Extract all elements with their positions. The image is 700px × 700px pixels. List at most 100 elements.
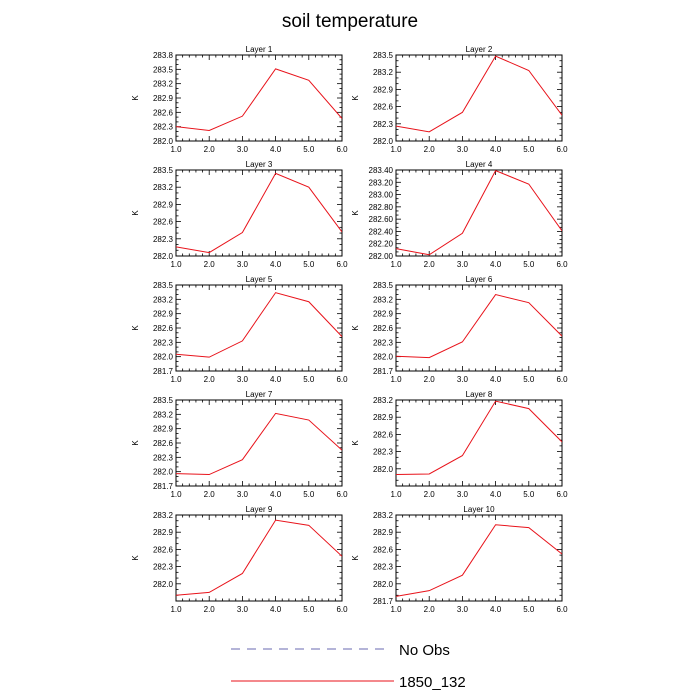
x-tick-label: 6.0: [336, 260, 348, 269]
x-tick-label: 1.0: [390, 490, 402, 499]
y-tick-label: 281.7: [373, 597, 394, 606]
y-tick-label: 281.7: [153, 482, 174, 491]
x-tick-label: 6.0: [556, 490, 568, 499]
legend: No Obs 1850_132: [231, 642, 466, 691]
x-tick-label: 2.0: [204, 605, 216, 614]
panel-grid: Layer 1 K 1.0 2.0 3.0 4.0 5.0 6.0 282.0 282.3 282.…: [131, 45, 568, 614]
y-axis-label: K: [351, 325, 360, 331]
x-tick-label: 3.0: [457, 375, 469, 384]
y-tick-label: 283.2: [153, 511, 174, 520]
x-tick-label: 3.0: [237, 490, 249, 499]
y-tick-label: 283.2: [153, 80, 174, 89]
y-tick-label: 282.0: [373, 465, 394, 474]
x-tick-label: 5.0: [523, 145, 535, 154]
x-tick-label: 3.0: [457, 605, 469, 614]
y-tick-label: 283.20: [369, 178, 394, 187]
panel-title: Layer 8: [466, 390, 493, 399]
x-tick-label: 1.0: [390, 260, 402, 269]
y-tick-label: 283.2: [153, 183, 174, 192]
y-tick-label: 282.3: [153, 338, 174, 347]
x-tick-label: 2.0: [204, 260, 216, 269]
y-tick-label: 283.00: [369, 191, 394, 200]
series-line-1850-132: [176, 172, 342, 254]
y-tick-label: 281.7: [153, 367, 174, 376]
plot-frame: [395, 169, 563, 257]
y-tick-label: 282.9: [153, 425, 174, 434]
x-tick-label: 3.0: [237, 260, 249, 269]
x-tick-label: 1.0: [170, 260, 182, 269]
x-tick-label: 4.0: [490, 375, 502, 384]
y-tick-label: 283.5: [153, 65, 174, 74]
x-tick-label: 1.0: [390, 605, 402, 614]
x-tick-label: 4.0: [490, 490, 502, 499]
y-tick-label: 282.9: [153, 94, 174, 103]
y-tick-label: 282.3: [373, 120, 394, 129]
y-axis-label: K: [131, 210, 140, 216]
panel-layer-2: Layer 2 K 1.0 2.0 3.0 4.0 5.0 6.0 282.0 282.3 282.…: [351, 45, 568, 154]
panel-title: Layer 2: [466, 45, 493, 54]
y-tick-label: 282.0: [373, 580, 394, 589]
y-tick-label: 282.9: [373, 85, 394, 94]
x-tick-label: 2.0: [204, 145, 216, 154]
x-tick-label: 3.0: [237, 605, 249, 614]
x-tick-label: 2.0: [424, 260, 436, 269]
x-tick-label: 5.0: [303, 605, 315, 614]
y-axis-label: K: [131, 440, 140, 446]
y-tick-label: 282.40: [369, 227, 394, 236]
series-line-1850-132: [396, 293, 562, 359]
y-tick-label: 282.3: [153, 563, 174, 572]
y-tick-label: 282.3: [373, 448, 394, 457]
panel-layer-7: Layer 7 K 1.0 2.0 3.0 4.0 5.0 6.0 281.7 282.0 282.…: [131, 390, 348, 499]
plot-frame: [395, 514, 563, 602]
panel-title: Layer 6: [466, 275, 493, 284]
x-tick-label: 1.0: [170, 490, 182, 499]
plot-frame: [395, 399, 563, 487]
y-tick-label: 282.6: [153, 324, 174, 333]
x-tick-label: 4.0: [270, 375, 282, 384]
x-tick-label: 6.0: [336, 145, 348, 154]
y-tick-label: 282.3: [153, 123, 174, 132]
x-tick-label: 5.0: [303, 375, 315, 384]
y-tick-label: 282.6: [153, 218, 174, 227]
panel-layer-6: Layer 6 K 1.0 2.0 3.0 4.0 5.0 6.0 281.7 282.0 282.…: [351, 275, 568, 384]
x-tick-label: 6.0: [556, 375, 568, 384]
panel-layer-1: Layer 1 K 1.0 2.0 3.0 4.0 5.0 6.0 282.0 282.3 282.…: [131, 45, 348, 154]
y-axis-label: K: [131, 95, 140, 101]
legend-label-1850-132: 1850_132: [399, 674, 466, 691]
x-tick-label: 2.0: [424, 605, 436, 614]
y-tick-label: 282.00: [369, 252, 394, 261]
plot-frame: [395, 54, 563, 142]
x-tick-label: 3.0: [457, 260, 469, 269]
y-tick-label: 282.6: [153, 108, 174, 117]
x-tick-label: 5.0: [523, 375, 535, 384]
y-tick-label: 282.9: [153, 310, 174, 319]
y-tick-label: 282.3: [153, 235, 174, 244]
y-tick-label: 282.0: [153, 580, 174, 589]
x-tick-label: 5.0: [523, 605, 535, 614]
panel-layer-8: Layer 8 K 1.0 2.0 3.0 4.0 5.0 6.0 282.0 282.3 282.…: [351, 390, 568, 499]
y-tick-label: 283.2: [153, 410, 174, 419]
y-axis-label: K: [351, 555, 360, 561]
y-tick-label: 283.2: [153, 295, 174, 304]
y-tick-label: 282.6: [153, 439, 174, 448]
y-tick-label: 282.9: [373, 413, 394, 422]
y-tick-label: 282.9: [373, 310, 394, 319]
y-tick-label: 283.2: [373, 295, 394, 304]
y-tick-label: 282.3: [373, 563, 394, 572]
y-tick-label: 283.5: [153, 396, 174, 405]
x-tick-label: 4.0: [490, 605, 502, 614]
x-tick-label: 5.0: [303, 490, 315, 499]
series-line-1850-132: [176, 412, 342, 476]
x-tick-label: 5.0: [523, 490, 535, 499]
legend-label-no-obs: No Obs: [399, 642, 450, 659]
panel-title: Layer 3: [246, 160, 273, 169]
x-tick-label: 4.0: [490, 145, 502, 154]
x-tick-label: 3.0: [457, 490, 469, 499]
panel-layer-4: Layer 4 K 1.0 2.0 3.0 4.0 5.0 6.0 282.00 282.20 28…: [351, 160, 568, 269]
y-axis-label: K: [131, 555, 140, 561]
y-tick-label: 283.40: [369, 166, 394, 175]
panel-layer-9: Layer 9 K 1.0 2.0 3.0 4.0 5.0 6.0 282.0 282.3 282.…: [131, 505, 348, 614]
y-tick-label: 282.80: [369, 203, 394, 212]
y-tick-label: 282.6: [153, 545, 174, 554]
y-tick-label: 282.3: [153, 453, 174, 462]
